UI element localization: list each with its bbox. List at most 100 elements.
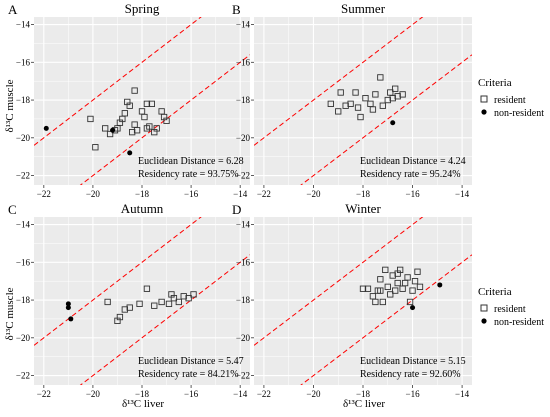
resident-point bbox=[394, 270, 401, 277]
panel-summer: −22 −20 −18 −16 −14 −22 −20 −18 −16 −14 B Summer Euc… bbox=[232, 1, 472, 199]
resident-point bbox=[387, 291, 394, 298]
x-tick-label: −20 bbox=[306, 389, 321, 399]
x-tick-label: −20 bbox=[86, 189, 101, 199]
legend-nonresident-label: non-resident bbox=[494, 317, 544, 328]
y-tick-label: −16 bbox=[236, 57, 251, 67]
legend-resident-marker bbox=[480, 304, 488, 312]
x-tick-label: −18 bbox=[135, 389, 150, 399]
y-tick-label: −14 bbox=[16, 20, 31, 30]
euclidean-distance-label: Euclidean Distance = 5.15 bbox=[360, 356, 466, 367]
resident-point bbox=[372, 298, 379, 306]
legend-nonresident-label: non-resident bbox=[494, 108, 544, 119]
resident-point bbox=[337, 89, 344, 96]
panel-letter: B bbox=[232, 2, 241, 17]
resident-point bbox=[165, 300, 173, 307]
data-points bbox=[65, 285, 197, 324]
nonresident-point bbox=[68, 316, 74, 322]
legend-bottom: Criteria resident non-resident bbox=[478, 286, 544, 328]
resident-point bbox=[116, 313, 124, 321]
resident-point bbox=[372, 91, 379, 98]
resident-point bbox=[175, 298, 182, 306]
x-tick-label: −18 bbox=[356, 189, 371, 199]
panel-letter: A bbox=[8, 2, 18, 17]
y-tick-label: −18 bbox=[236, 95, 251, 105]
resident-point bbox=[106, 130, 114, 138]
panel-letter: D bbox=[232, 202, 241, 217]
x-tick-label: −22 bbox=[257, 389, 271, 399]
resident-point bbox=[382, 266, 389, 274]
y-tick-label: −18 bbox=[236, 295, 251, 305]
y-tick-label: −14 bbox=[236, 220, 251, 230]
nonresident-point bbox=[127, 150, 133, 156]
legend-resident-label: resident bbox=[494, 95, 526, 106]
y-tick-label: −20 bbox=[16, 133, 31, 143]
nonresident-point bbox=[410, 305, 416, 311]
resident-point bbox=[143, 100, 151, 107]
resident-point bbox=[121, 110, 128, 117]
boundary-lines bbox=[34, 17, 250, 185]
y-tick-label: −18 bbox=[16, 95, 31, 105]
nonresident-point bbox=[65, 305, 71, 311]
x-tick-label: −14 bbox=[233, 389, 248, 399]
x-tick-label: −18 bbox=[356, 389, 371, 399]
data-points bbox=[359, 266, 443, 311]
legend-resident-marker bbox=[480, 95, 488, 103]
x-tick-label: −16 bbox=[184, 389, 199, 399]
resident-point bbox=[163, 117, 170, 124]
resident-point bbox=[406, 298, 414, 306]
resident-point bbox=[377, 74, 384, 81]
y-tick-label: −22 bbox=[236, 171, 250, 181]
x-tick-label: −14 bbox=[233, 189, 248, 199]
resident-point bbox=[180, 293, 187, 300]
residency-rate-label: Residency rate = 93.75% bbox=[138, 169, 239, 180]
resident-point bbox=[392, 85, 399, 92]
nonresident-point bbox=[65, 301, 71, 307]
resident-point bbox=[146, 123, 153, 130]
y-axis-title-bottom: δ¹³C muscle bbox=[4, 287, 16, 340]
resident-point bbox=[404, 274, 411, 281]
data-points bbox=[43, 87, 170, 156]
resident-point bbox=[354, 104, 362, 111]
x-tick-label: −22 bbox=[37, 389, 51, 399]
resident-point bbox=[377, 276, 384, 283]
x-axis-title-right: δ¹³C liver bbox=[343, 398, 385, 410]
resident-point bbox=[384, 283, 391, 290]
y-tick-label: −16 bbox=[16, 57, 31, 67]
resident-point bbox=[153, 125, 160, 132]
resident-point bbox=[133, 127, 141, 134]
x-tick-label: −14 bbox=[455, 189, 470, 199]
boundary-line bbox=[300, 54, 472, 185]
nonresident-point bbox=[390, 120, 396, 126]
nonresident-point bbox=[437, 282, 443, 288]
y-axis-title-top: δ¹³C muscle bbox=[4, 79, 16, 132]
panel-winter: −22 −20 −18 −16 −14 −22 −20 −18 −16 −14 D Winter Euc… bbox=[232, 201, 472, 399]
legend-resident-label: resident bbox=[494, 304, 526, 315]
x-tick-label: −16 bbox=[406, 189, 421, 199]
residency-rate-label: Residency rate = 84.21% bbox=[138, 369, 239, 380]
resident-point bbox=[87, 115, 94, 123]
y-tick-label: −14 bbox=[236, 20, 251, 30]
resident-point bbox=[352, 89, 359, 96]
x-tick-label: −16 bbox=[406, 389, 421, 399]
resident-point bbox=[362, 95, 369, 102]
y-tick-label: −22 bbox=[16, 171, 30, 181]
legend-nonresident-marker bbox=[481, 109, 487, 115]
legend-top: Criteria resident non-resident bbox=[478, 77, 544, 119]
resident-point bbox=[129, 128, 136, 136]
y-tick-label: −14 bbox=[16, 220, 31, 230]
euclidean-distance-label: Euclidean Distance = 4.24 bbox=[360, 156, 466, 167]
resident-point bbox=[411, 278, 419, 285]
residency-rate-label: Residency rate = 92.60% bbox=[360, 369, 461, 380]
nonresident-point bbox=[43, 125, 49, 131]
y-tick-label: −16 bbox=[236, 257, 251, 267]
resident-point bbox=[148, 100, 155, 107]
resident-point bbox=[126, 304, 133, 311]
x-tick-label: −14 bbox=[455, 389, 470, 399]
resident-point bbox=[357, 113, 364, 121]
boundary-line bbox=[34, 17, 202, 146]
resident-point bbox=[364, 285, 372, 292]
panel-title: Winter bbox=[345, 201, 381, 216]
legend-title: Criteria bbox=[478, 77, 512, 89]
boundary-line bbox=[79, 54, 250, 185]
resident-point bbox=[416, 283, 424, 290]
